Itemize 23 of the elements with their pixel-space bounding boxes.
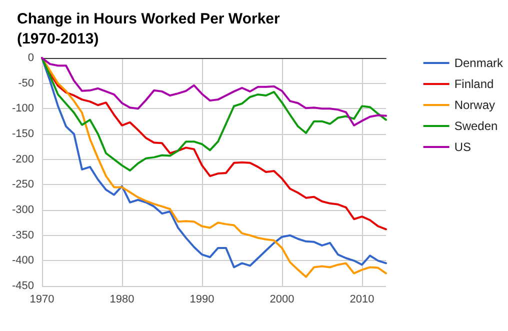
y-tick-label: 0 (28, 52, 34, 64)
y-tick-label: -250 (12, 178, 34, 191)
y-tick-label: -50 (18, 77, 34, 90)
y-tick-label: -100 (12, 102, 34, 115)
legend-label: US (454, 140, 471, 154)
legend-label: Sweden (454, 119, 498, 133)
y-tick-label: -300 (12, 204, 34, 216)
x-tick-label: 1990 (190, 294, 214, 306)
y-tick-label: -400 (12, 254, 34, 267)
x-tick-label: 2010 (350, 294, 374, 306)
y-tick-label: -200 (12, 153, 34, 166)
x-tick-label: 1970 (30, 294, 54, 306)
x-tick-label: 1980 (110, 294, 134, 306)
legend-label: Finland (454, 77, 494, 91)
y-tick-label: -450 (12, 280, 34, 292)
y-tick-label: -350 (12, 229, 34, 242)
line-series (41, 57, 387, 126)
line-series (41, 57, 387, 172)
x-tick-label: 2000 (270, 294, 294, 306)
legend-label: Denmark (454, 56, 504, 70)
legend-label: Norway (454, 98, 496, 112)
y-tick-label: -150 (12, 128, 34, 140)
chart-title: Change in Hours Worked Per Worker (1970-2013) (17, 10, 280, 48)
